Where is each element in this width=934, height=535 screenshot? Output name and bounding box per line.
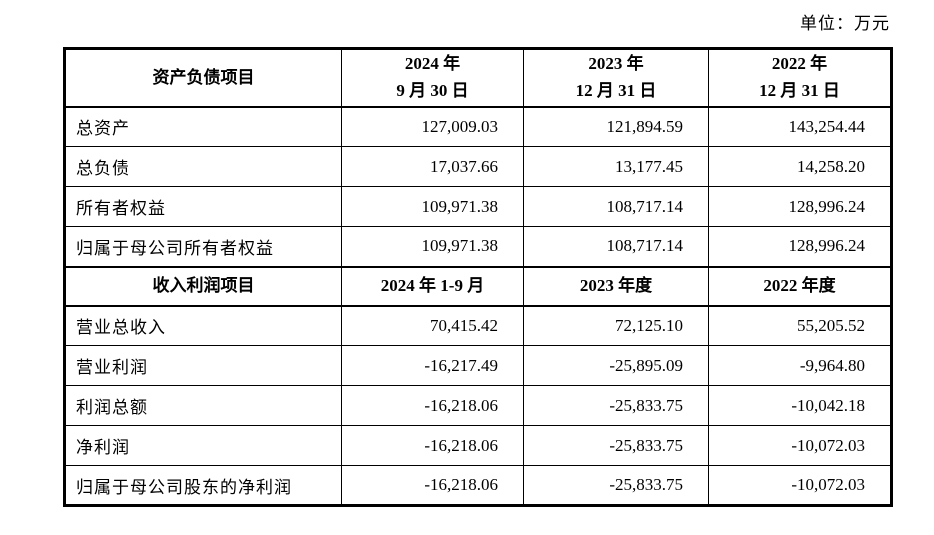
cell-value: -25,833.75 xyxy=(523,425,709,466)
row-label: 总负债 xyxy=(64,146,342,187)
column-header-line: 9 月 30 日 xyxy=(396,80,469,100)
column-header-2024-09-30: 2024 年 9 月 30 日 xyxy=(341,48,524,108)
cell-value: 17,037.66 xyxy=(341,146,524,187)
cell-value: -25,833.75 xyxy=(523,465,709,506)
cell-value: 13,177.45 xyxy=(523,146,709,187)
table-row-net-profit: 净利润 -16,218.06 -25,833.75 -10,072.03 xyxy=(64,425,892,466)
column-header-2023-12-31: 2023 年 12 月 31 日 xyxy=(523,48,709,108)
cell-value: 128,996.24 xyxy=(708,226,892,267)
column-header-2024-jan-sep: 2024 年 1-9 月 xyxy=(341,265,524,307)
cell-value: 127,009.03 xyxy=(341,106,524,147)
row-label: 净利润 xyxy=(64,425,342,466)
table-row-net-profit-parent: 归属于母公司股东的净利润 -16,218.06 -25,833.75 -10,0… xyxy=(64,465,892,506)
cell-value: 72,125.10 xyxy=(523,305,709,346)
column-header-line: 2023 年 xyxy=(588,54,644,74)
section-title-income-items: 收入利润项目 xyxy=(64,265,342,307)
cell-value: 108,717.14 xyxy=(523,186,709,227)
table-row-total-liabilities: 总负债 17,037.66 13,177.45 14,258.20 xyxy=(64,146,892,187)
cell-value: -16,218.06 xyxy=(341,385,524,426)
financial-summary-table: 资产负债项目 2024 年 9 月 30 日 2023 年 12 月 31 日 … xyxy=(63,47,893,507)
cell-value: -25,833.75 xyxy=(523,385,709,426)
cell-value: 143,254.44 xyxy=(708,106,892,147)
column-header-2022-fy: 2022 年度 xyxy=(708,265,892,307)
cell-value: 108,717.14 xyxy=(523,226,709,267)
cell-value: -16,218.06 xyxy=(341,425,524,466)
table-row-total-revenue: 营业总收入 70,415.42 72,125.10 55,205.52 xyxy=(64,305,892,346)
row-label: 归属于母公司所有者权益 xyxy=(64,226,342,267)
cell-value: -16,218.06 xyxy=(341,465,524,506)
cell-value: -10,072.03 xyxy=(708,465,892,506)
cell-value: 128,996.24 xyxy=(708,186,892,227)
cell-value: -9,964.80 xyxy=(708,345,892,386)
column-header-line: 12 月 31 日 xyxy=(759,80,840,100)
cell-value: -25,895.09 xyxy=(523,345,709,386)
cell-value: 14,258.20 xyxy=(708,146,892,187)
table-row-operating-profit: 营业利润 -16,217.49 -25,895.09 -9,964.80 xyxy=(64,345,892,386)
balance-sheet-header-row: 资产负债项目 2024 年 9 月 30 日 2023 年 12 月 31 日 … xyxy=(64,48,892,108)
section-title-balance-items: 资产负债项目 xyxy=(64,48,342,108)
cell-value: 121,894.59 xyxy=(523,106,709,147)
column-header-line: 2024 年 xyxy=(404,54,461,74)
row-label: 营业总收入 xyxy=(64,305,342,346)
table-row-equity-parent: 归属于母公司所有者权益 109,971.38 108,717.14 128,99… xyxy=(64,226,892,267)
row-label: 营业利润 xyxy=(64,345,342,386)
column-header-2023-fy: 2023 年度 xyxy=(523,265,709,307)
row-label: 总资产 xyxy=(64,106,342,147)
row-label: 归属于母公司股东的净利润 xyxy=(64,465,342,506)
cell-value: 55,205.52 xyxy=(708,305,892,346)
income-profit-header-row: 收入利润项目 2024 年 1-9 月 2023 年度 2022 年度 xyxy=(64,265,892,307)
table-row-total-assets: 总资产 127,009.03 121,894.59 143,254.44 xyxy=(64,106,892,147)
row-label: 利润总额 xyxy=(64,385,342,426)
cell-value: -10,072.03 xyxy=(708,425,892,466)
column-header-line: 12 月 31 日 xyxy=(575,80,657,100)
column-header-2022-12-31: 2022 年 12 月 31 日 xyxy=(708,48,892,108)
cell-value: 109,971.38 xyxy=(341,226,524,267)
table-row-owners-equity: 所有者权益 109,971.38 108,717.14 128,996.24 xyxy=(64,186,892,227)
table-row-total-profit: 利润总额 -16,218.06 -25,833.75 -10,042.18 xyxy=(64,385,892,426)
cell-value: -10,042.18 xyxy=(708,385,892,426)
column-header-line: 2022 年 xyxy=(771,54,828,74)
cell-value: -16,217.49 xyxy=(341,345,524,386)
row-label: 所有者权益 xyxy=(64,186,342,227)
cell-value: 109,971.38 xyxy=(341,186,524,227)
cell-value: 70,415.42 xyxy=(341,305,524,346)
unit-label: 单位：万元 xyxy=(800,14,890,33)
